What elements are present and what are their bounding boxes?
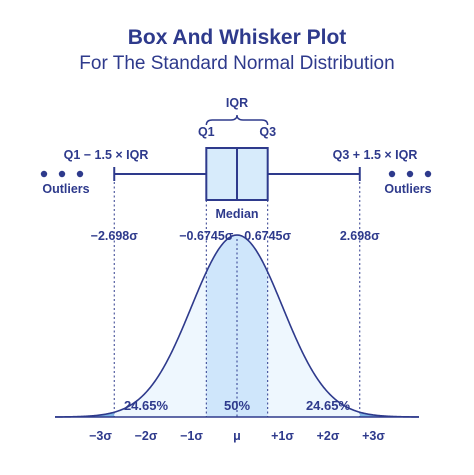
boundary-label-upper-fence: 2.698σ <box>340 229 380 243</box>
percent-center: 50% <box>224 398 250 413</box>
outliers-right-label: Outliers <box>384 182 431 196</box>
iqr-brace <box>205 114 269 126</box>
upper-fence-label: Q3 + 1.5 × IQR <box>333 148 418 162</box>
outlier-dot-right-2 <box>406 170 414 178</box>
x-tick-label-4: +1σ <box>271 429 294 443</box>
boundary-label-q3: 0.6745σ <box>244 229 291 243</box>
q3-label: Q3 <box>259 125 276 139</box>
percent-right: 24.65% <box>306 398 351 413</box>
x-tick-label-3: μ <box>233 429 241 443</box>
outlier-dots-right <box>388 170 432 178</box>
diagram-title: Box And Whisker Plot <box>128 26 347 49</box>
boundary-label-lower-fence: −2.698σ <box>91 229 139 243</box>
boundary-label-q1: −0.6745σ <box>179 229 234 243</box>
outlier-dot-right-3 <box>424 170 432 178</box>
right-inner-region <box>267 272 360 417</box>
left-inner-region <box>114 272 207 417</box>
outlier-dots-left <box>40 170 84 178</box>
outlier-dot-left-1 <box>40 170 48 178</box>
q1-label: Q1 <box>198 125 215 139</box>
normal-curve-line <box>54 234 420 418</box>
median-label: Median <box>215 207 258 221</box>
x-tick-label-0: −3σ <box>89 429 112 443</box>
boundary-lines <box>113 182 361 417</box>
outlier-dot-left-3 <box>76 170 84 178</box>
diagram-subtitle: For The Standard Normal Distribution <box>79 53 394 74</box>
boundary-labels: −2.698σ −0.6745σ 0.6745σ 2.698σ <box>91 229 380 243</box>
iqr-label: IQR <box>226 96 248 110</box>
percentage-labels: 24.65% 50% 24.65% <box>124 398 351 413</box>
x-tick-label-2: −1σ <box>180 429 203 443</box>
percent-left: 24.65% <box>124 398 169 413</box>
x-tick-label-1: −2σ <box>135 429 158 443</box>
outliers-left-label: Outliers <box>42 182 89 196</box>
x-axis-ticks: −3σ −2σ −1σ μ +1σ +2σ +3σ <box>89 429 385 443</box>
outlier-dot-left-2 <box>58 170 66 178</box>
lower-fence-label: Q1 − 1.5 × IQR <box>64 148 149 162</box>
x-tick-label-6: +3σ <box>362 429 385 443</box>
outlier-dot-right-1 <box>388 170 396 178</box>
x-tick-label-5: +2σ <box>317 429 340 443</box>
box-plot <box>40 114 432 201</box>
